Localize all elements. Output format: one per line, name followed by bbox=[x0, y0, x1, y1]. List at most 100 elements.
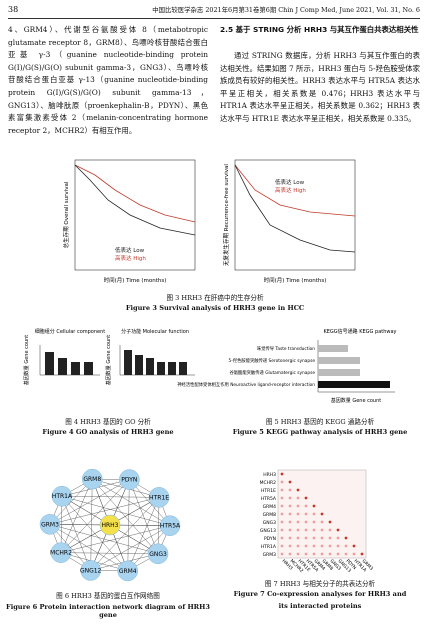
cell bbox=[296, 552, 300, 556]
cell bbox=[304, 544, 308, 548]
y-axis-label: 基因数量 Gene count bbox=[23, 335, 30, 386]
edge bbox=[49, 524, 128, 572]
cell bbox=[288, 504, 292, 508]
legend-entry: 高表达 High bbox=[115, 254, 146, 262]
cell bbox=[280, 504, 284, 508]
caption: 图 6 HRH3 基因的蛋白互作网络图 bbox=[56, 592, 160, 600]
x-axis-label: 时间(月) Time (months) bbox=[104, 276, 167, 284]
cell bbox=[328, 520, 332, 524]
x-axis-label: 基因数量 Gene count bbox=[331, 397, 382, 404]
node bbox=[51, 485, 73, 507]
cell bbox=[344, 536, 348, 540]
cell bbox=[296, 528, 300, 532]
node-label: GNG3 bbox=[149, 551, 167, 558]
edge bbox=[127, 497, 160, 571]
cell bbox=[312, 520, 316, 524]
caption: 图 7 HRH3 与相关分子的共表达分析 bbox=[264, 580, 376, 588]
node-label: HTR1A bbox=[52, 493, 73, 500]
cell bbox=[352, 544, 356, 548]
y-axis-label: 基因数量 Gene count bbox=[105, 335, 112, 386]
row-label: GRM8 bbox=[263, 512, 276, 518]
cell bbox=[312, 512, 316, 516]
cell bbox=[328, 544, 332, 548]
cell bbox=[336, 528, 340, 532]
cell bbox=[360, 552, 364, 556]
row-label: HRH3 bbox=[263, 472, 276, 478]
row-label: GNG13 bbox=[260, 528, 276, 534]
cell bbox=[320, 512, 324, 516]
paragraph: 4、GRM4）、代谢型谷氨酸受体 8（metabotropic glutamat… bbox=[8, 25, 208, 135]
node-label: GRM4 bbox=[119, 568, 137, 575]
caption: its interacted proteins bbox=[278, 602, 362, 610]
edge bbox=[129, 479, 159, 554]
row-label: HTR5A bbox=[261, 496, 277, 502]
row-label: GRM3 bbox=[263, 552, 276, 558]
bar bbox=[318, 357, 360, 364]
heatmap: HRH3HRH3MCHR2MCHR2HTR1EHTR1EHTR5AHTR5AGR… bbox=[260, 469, 374, 574]
caption: 图 4 HRH3 基因的 GO 分析 bbox=[65, 418, 151, 426]
cell bbox=[304, 504, 308, 508]
cell bbox=[288, 480, 292, 484]
network: GRM8 PDYN HTR1E HTR5A GNG3 HRH3 GRM4 GNG12 MCHR2… bbox=[39, 468, 181, 582]
node bbox=[39, 514, 61, 535]
edge bbox=[90, 525, 171, 571]
caption: Figure 6 Protein interaction network dia… bbox=[6, 603, 210, 619]
cell bbox=[328, 552, 332, 556]
cell bbox=[280, 480, 284, 484]
cell bbox=[336, 552, 340, 556]
cell bbox=[296, 520, 300, 524]
cell bbox=[304, 496, 308, 500]
cell bbox=[304, 520, 308, 524]
cell bbox=[296, 512, 300, 516]
cell bbox=[288, 496, 292, 500]
cell bbox=[304, 528, 308, 532]
node-label: HRH3 bbox=[101, 522, 118, 529]
cell bbox=[336, 536, 340, 540]
category-label: 味觉传导 Taste transduction bbox=[257, 345, 315, 352]
page-number: 38 bbox=[8, 5, 19, 14]
node bbox=[148, 487, 170, 508]
legend-entry: 高表达 High bbox=[275, 186, 306, 194]
cell bbox=[304, 552, 308, 556]
y-axis-label: 无复发生存期 Recurrence-free survival bbox=[222, 164, 230, 266]
cell bbox=[320, 528, 324, 532]
cell bbox=[280, 472, 284, 476]
cell bbox=[336, 544, 340, 548]
caption: Figure 3 Survival analysis of HRH3 gene … bbox=[125, 304, 305, 312]
row-label: HTR1A bbox=[261, 544, 277, 550]
category-label: 神经活性配体受体相互作用 Neuroactive ligand-receptor… bbox=[177, 381, 315, 388]
edge bbox=[61, 496, 91, 571]
category-label: 谷氨酸能突触传递 Glutamatergic synapse bbox=[229, 369, 315, 376]
cell bbox=[328, 528, 332, 532]
cell bbox=[344, 544, 348, 548]
cell bbox=[296, 504, 300, 508]
panel-title: 分子功能 Molecular function bbox=[121, 328, 189, 335]
cell bbox=[288, 536, 292, 540]
cell bbox=[304, 536, 308, 540]
row-label: HTR1E bbox=[261, 488, 276, 494]
cell bbox=[280, 512, 284, 516]
journal-header: 中国比较医学杂志 2021年6月第31卷第6期 Chin J Comp Med,… bbox=[152, 6, 420, 14]
row-label: GRM4 bbox=[263, 504, 276, 510]
edge bbox=[61, 496, 171, 526]
caption: Figure 5 KEGG pathway analysis of HRH3 g… bbox=[232, 428, 408, 436]
cell bbox=[280, 520, 284, 524]
cell bbox=[280, 536, 284, 540]
cell bbox=[320, 520, 324, 524]
caption: 图 5 HRH3 基因的 KEGG 通路分析 bbox=[265, 418, 375, 426]
panel-title: 细胞组分 Cellular component bbox=[35, 328, 106, 335]
section-heading: 2.5 基于 STRING 分析 HRH3 与其互作蛋白共表达相关性 bbox=[220, 25, 419, 34]
legend-entry: 低表达 Low bbox=[115, 246, 145, 254]
bar bbox=[318, 369, 360, 376]
category-label: 5-羟色胺能突触传递 Serotonergic synapse bbox=[229, 357, 316, 364]
panel-title: KEGG信号通路 KEGG pathway bbox=[323, 328, 396, 335]
cell bbox=[344, 552, 348, 556]
row-label: GNG3 bbox=[263, 520, 276, 526]
y-axis-label: 总生存期 Overall survival bbox=[62, 181, 70, 248]
node bbox=[50, 542, 72, 563]
header-rule bbox=[8, 18, 420, 19]
cell bbox=[280, 496, 284, 500]
cell bbox=[288, 488, 292, 492]
